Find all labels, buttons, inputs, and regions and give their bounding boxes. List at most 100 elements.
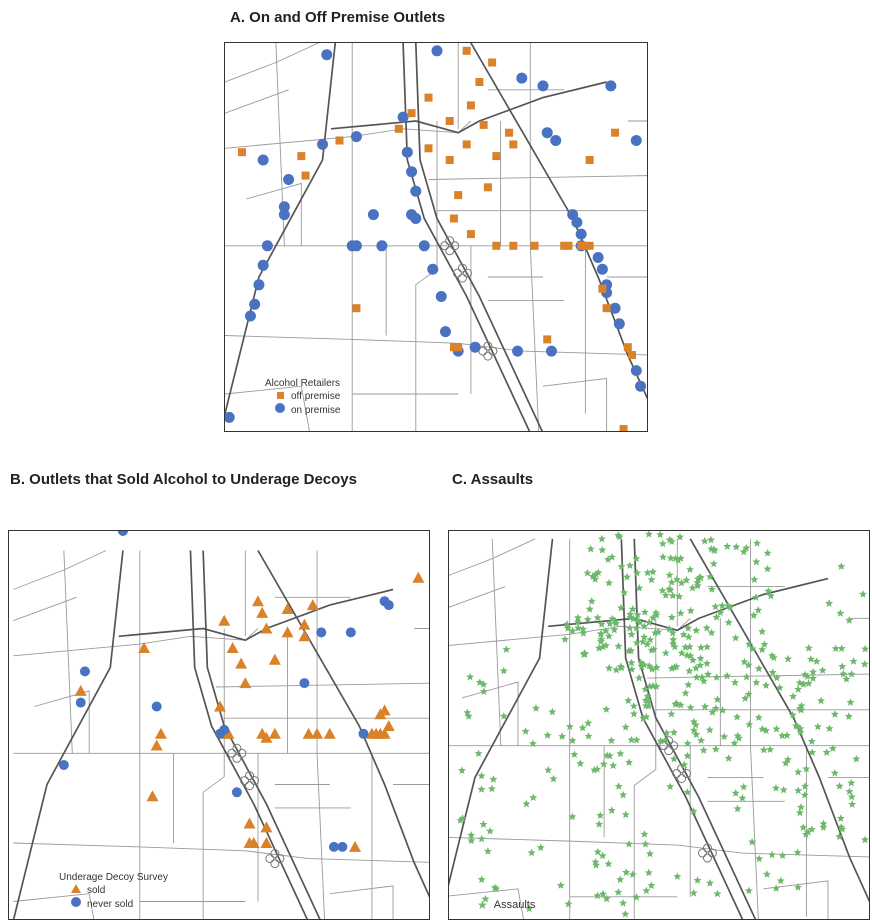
assault-point xyxy=(489,775,497,783)
assault-point xyxy=(763,870,771,878)
on-premise-outlet xyxy=(245,311,256,322)
assault-point xyxy=(720,733,728,741)
assault-point xyxy=(576,759,584,767)
sold-outlet xyxy=(218,615,230,626)
off-premise-outlet xyxy=(543,335,551,343)
assault-point xyxy=(478,785,486,793)
assault-point xyxy=(731,678,739,686)
assault-point xyxy=(599,890,607,898)
assault-point xyxy=(587,545,595,553)
assault-point xyxy=(738,794,746,802)
street-line xyxy=(330,886,393,920)
on-premise-outlet xyxy=(631,135,642,146)
interchange-ring xyxy=(703,854,711,862)
assault-point xyxy=(734,805,742,813)
street-line xyxy=(64,551,72,754)
never-sold-outlet xyxy=(80,666,90,676)
never-sold-outlet xyxy=(316,627,326,637)
never-sold-outlet xyxy=(384,600,394,610)
assault-point xyxy=(548,708,556,716)
off-premise-outlet xyxy=(446,156,454,164)
assault-point xyxy=(615,782,623,790)
outlets-legend: Alcohol Retailers off premise on premise xyxy=(263,377,340,417)
assault-point xyxy=(663,729,671,737)
assault-point xyxy=(732,634,740,642)
assault-point xyxy=(825,599,833,607)
on-premise-outlet xyxy=(419,240,430,251)
assault-point xyxy=(848,670,856,678)
street-line xyxy=(203,629,224,920)
on-premise-outlet xyxy=(576,229,587,240)
legend-label-sold: sold xyxy=(87,884,105,897)
assault-point xyxy=(532,704,540,712)
off-premise-outlet xyxy=(505,129,513,137)
assault-point xyxy=(842,675,850,683)
on-premise-outlet xyxy=(406,166,417,177)
street-line xyxy=(530,246,538,432)
assault-point xyxy=(666,782,674,790)
on-premise-outlet xyxy=(398,112,409,123)
assault-point xyxy=(549,775,557,783)
on-premise-outlet xyxy=(470,342,481,353)
interchange-ring xyxy=(678,775,686,783)
assault-point xyxy=(754,606,762,614)
assault-point xyxy=(697,654,705,662)
assault-point xyxy=(622,868,630,876)
assault-point xyxy=(831,769,839,777)
assault-point xyxy=(743,673,751,681)
assaults-legend: ★Assaults xyxy=(477,899,535,912)
on-premise-outlet xyxy=(317,139,328,150)
on-premise-outlet xyxy=(402,147,413,158)
assault-point xyxy=(697,643,705,651)
assault-point xyxy=(779,851,787,859)
assault-point xyxy=(772,884,780,892)
interchange-ring xyxy=(446,247,454,255)
decoy-legend: Underage Decoy Survey sold never sold xyxy=(59,871,168,911)
assault-point xyxy=(707,536,715,544)
off-premise-outlet xyxy=(484,183,492,191)
panel-b-title: B. Outlets that Sold Alcohol to Underage… xyxy=(10,470,410,490)
assaults-map xyxy=(449,531,870,920)
on-premise-outlet xyxy=(225,412,235,423)
off-premise-outlet xyxy=(352,304,360,312)
on-premise-outlet xyxy=(512,346,523,357)
assault-point xyxy=(784,655,792,663)
assault-point xyxy=(823,748,831,756)
interchange-ring xyxy=(458,274,466,282)
on-premise-outlet xyxy=(635,381,646,392)
assault-point xyxy=(831,710,839,718)
assault-point xyxy=(859,590,867,598)
sold-icon xyxy=(71,884,81,897)
assault-point xyxy=(633,639,641,647)
on-premise-outlet xyxy=(253,279,264,290)
off-premise-outlet xyxy=(509,242,517,250)
sold-outlet xyxy=(252,595,264,606)
assault-point xyxy=(766,745,774,753)
assault-point xyxy=(616,750,624,758)
assault-point xyxy=(466,673,474,681)
assault-point xyxy=(693,673,701,681)
assault-point xyxy=(755,713,763,721)
off-premise-outlet xyxy=(395,125,403,133)
assault-point xyxy=(805,644,813,652)
never-sold-outlet xyxy=(337,842,347,852)
assault-point xyxy=(780,786,788,794)
assault-point xyxy=(723,542,731,550)
assault-point xyxy=(633,569,641,577)
assault-point xyxy=(745,720,753,728)
street-line xyxy=(647,674,870,678)
on-premise-outlet xyxy=(440,326,451,337)
sold-outlet xyxy=(324,728,336,739)
assault-point xyxy=(622,811,630,819)
sold-outlet xyxy=(349,841,361,852)
assault-point xyxy=(478,772,486,780)
assault-point xyxy=(642,887,650,895)
assault-point xyxy=(819,666,827,674)
street-line xyxy=(13,843,430,863)
off-premise-outlet xyxy=(509,140,517,148)
assault-point xyxy=(809,668,817,676)
assault-point xyxy=(656,531,664,538)
never-sold-outlet xyxy=(299,678,309,688)
assault-point xyxy=(732,789,740,797)
on-premise-outlet xyxy=(279,209,290,220)
